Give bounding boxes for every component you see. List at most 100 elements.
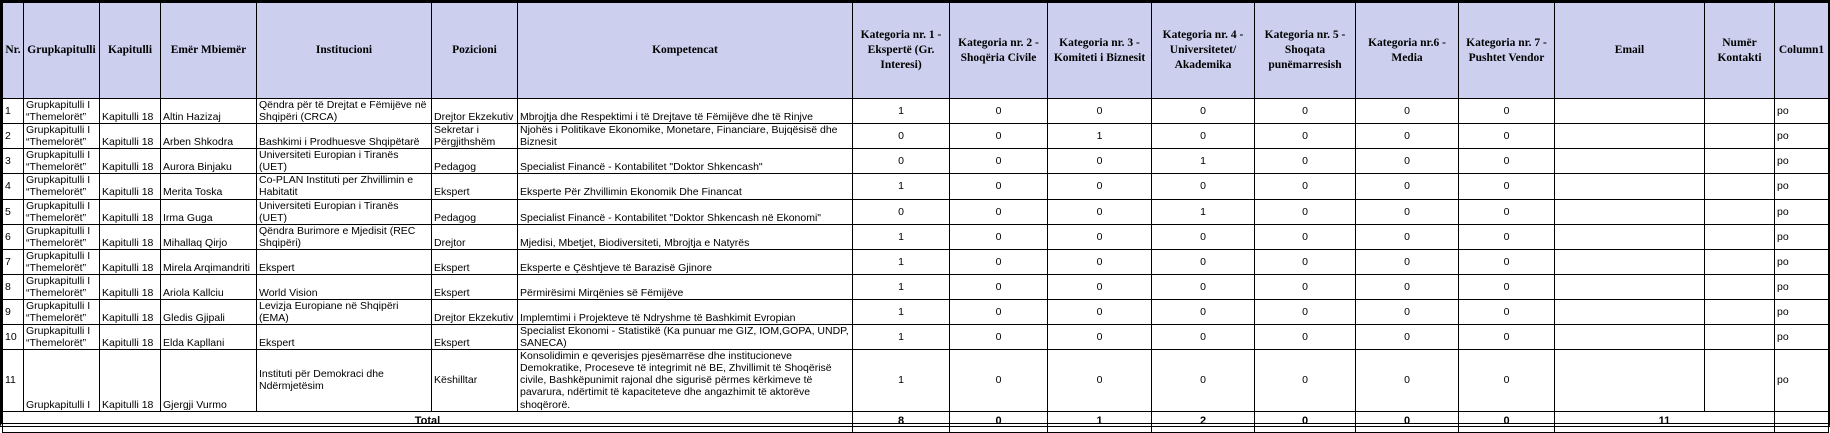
- cell-kapitulli[interactable]: Kapitulli 18: [99, 349, 161, 412]
- cell-institucioni[interactable]: Ekspert: [256, 324, 432, 351]
- cell-institucioni[interactable]: Co-PLAN Instituti per Zhvillimin e Habit…: [256, 173, 432, 200]
- cell-institucioni[interactable]: World Vision: [256, 273, 432, 301]
- cell-pozicioni[interactable]: Drejtor: [431, 223, 518, 250]
- cell-column1[interactable]: po: [1774, 198, 1829, 225]
- cell-kategoria-2[interactable]: 0: [949, 123, 1048, 150]
- header-column1[interactable]: Column1: [1774, 2, 1829, 99]
- cell-column1[interactable]: po: [1774, 273, 1829, 301]
- cell-kompetencat[interactable]: Konsolidimin e qeverisjes pjesëmarrëse d…: [517, 349, 853, 412]
- cell-pozicioni[interactable]: Pedagog: [431, 198, 518, 225]
- cell-institucioni[interactable]: Bashkimi i Prodhuesve Shqipëtarë: [256, 123, 432, 150]
- cell-nr[interactable]: 10: [2, 324, 24, 351]
- cell-kategoria-5[interactable]: 0: [1254, 148, 1356, 175]
- cell-kategoria-7[interactable]: 0: [1458, 248, 1555, 275]
- header-nr[interactable]: Nr.: [2, 2, 24, 99]
- cell-kategoria-6[interactable]: 0: [1355, 248, 1459, 275]
- cell-kategoria-6[interactable]: 0: [1355, 273, 1459, 301]
- cell-emer-mbiemer[interactable]: Mirela Arqimandriti: [160, 248, 257, 275]
- cell-kategoria-7[interactable]: 0: [1458, 349, 1555, 412]
- cell-emer-mbiemer[interactable]: Mihallaq Qirjo: [160, 223, 257, 250]
- cell-kategoria-5[interactable]: 0: [1254, 223, 1356, 250]
- cell-kategoria-2[interactable]: 0: [949, 349, 1048, 412]
- header-email[interactable]: Email: [1554, 2, 1705, 99]
- cell-kategoria-5[interactable]: 0: [1254, 97, 1356, 125]
- header-kategoria-6[interactable]: Kategoria nr.6 - Media: [1355, 2, 1459, 99]
- cell-kategoria-6[interactable]: 0: [1355, 223, 1459, 250]
- cell-kategoria-7[interactable]: 0: [1458, 148, 1555, 175]
- header-pozicioni[interactable]: Pozicioni: [431, 2, 518, 99]
- cell-grupkapitulli[interactable]: Grupkapitulli I “Themelorët”: [23, 148, 100, 175]
- header-kategoria-3[interactable]: Kategoria nr. 3 - Komiteti i Biznesit: [1047, 2, 1152, 99]
- cell-kategoria-2[interactable]: 0: [949, 273, 1048, 301]
- cell-pozicioni[interactable]: Ekspert: [431, 324, 518, 351]
- cell-email[interactable]: [1554, 97, 1705, 125]
- total-column1[interactable]: [1774, 410, 1829, 433]
- cell-kategoria-4[interactable]: 1: [1151, 148, 1255, 175]
- cell-kategoria-2[interactable]: 0: [949, 248, 1048, 275]
- cell-grupkapitulli[interactable]: Grupkapitulli I: [23, 349, 100, 412]
- cell-emer-mbiemer[interactable]: Gledis Gjipali: [160, 298, 257, 326]
- cell-nr[interactable]: 9: [2, 298, 24, 326]
- cell-kapitulli[interactable]: Kapitulli 18: [99, 248, 161, 275]
- cell-emer-mbiemer[interactable]: Merita Toska: [160, 173, 257, 200]
- cell-pozicioni[interactable]: Këshilltar: [431, 349, 518, 412]
- cell-kategoria-4[interactable]: 0: [1151, 298, 1255, 326]
- cell-email[interactable]: [1554, 123, 1705, 150]
- total-kategoria-1[interactable]: 8: [852, 410, 950, 433]
- cell-kategoria-3[interactable]: 0: [1047, 349, 1152, 412]
- cell-kategoria-7[interactable]: 0: [1458, 123, 1555, 150]
- cell-numer-kontakti[interactable]: [1704, 273, 1775, 301]
- cell-kompetencat[interactable]: Eksperte e Çështjeve të Barazisë Gjinore: [517, 248, 853, 275]
- cell-email[interactable]: [1554, 324, 1705, 351]
- cell-kategoria-2[interactable]: 0: [949, 97, 1048, 125]
- cell-institucioni[interactable]: Universiteti Europian i Tiranës (UET): [256, 148, 432, 175]
- total-kategoria-5[interactable]: 0: [1254, 410, 1356, 433]
- cell-kompetencat[interactable]: Mjedisi, Mbetjet, Biodiversiteti, Mbrojt…: [517, 223, 853, 250]
- cell-nr[interactable]: 2: [2, 123, 24, 150]
- cell-kategoria-2[interactable]: 0: [949, 223, 1048, 250]
- cell-numer-kontakti[interactable]: [1704, 324, 1775, 351]
- cell-kategoria-1[interactable]: 1: [852, 298, 950, 326]
- cell-kompetencat[interactable]: Eksperte Për Zhvillimin Ekonomik Dhe Fin…: [517, 173, 853, 200]
- cell-kategoria-6[interactable]: 0: [1355, 97, 1459, 125]
- cell-kategoria-5[interactable]: 0: [1254, 173, 1356, 200]
- cell-column1[interactable]: po: [1774, 248, 1829, 275]
- cell-kategoria-7[interactable]: 0: [1458, 223, 1555, 250]
- cell-kapitulli[interactable]: Kapitulli 18: [99, 324, 161, 351]
- cell-pozicioni[interactable]: Ekspert: [431, 273, 518, 301]
- cell-nr[interactable]: 3: [2, 148, 24, 175]
- cell-kategoria-1[interactable]: 0: [852, 198, 950, 225]
- cell-kategoria-3[interactable]: 0: [1047, 173, 1152, 200]
- header-kapitulli[interactable]: Kapitulli: [99, 2, 161, 99]
- cell-kategoria-2[interactable]: 0: [949, 298, 1048, 326]
- cell-kategoria-6[interactable]: 0: [1355, 123, 1459, 150]
- cell-kategoria-6[interactable]: 0: [1355, 349, 1459, 412]
- cell-kompetencat[interactable]: Specialist Ekonomi - Statistikë (Ka punu…: [517, 324, 853, 351]
- total-kategoria-6[interactable]: 0: [1355, 410, 1459, 433]
- cell-email[interactable]: [1554, 148, 1705, 175]
- cell-institucioni[interactable]: Universiteti Europian i Tiranës (UET): [256, 198, 432, 225]
- cell-kategoria-7[interactable]: 0: [1458, 173, 1555, 200]
- header-kategoria-2[interactable]: Kategoria nr. 2 - Shoqëria Civile: [949, 2, 1048, 99]
- cell-institucioni[interactable]: Ekspert: [256, 248, 432, 275]
- cell-email[interactable]: [1554, 173, 1705, 200]
- cell-kategoria-3[interactable]: 0: [1047, 97, 1152, 125]
- cell-kategoria-1[interactable]: 1: [852, 97, 950, 125]
- cell-numer-kontakti[interactable]: [1704, 97, 1775, 125]
- cell-grupkapitulli[interactable]: Grupkapitulli I “Themelorët”: [23, 298, 100, 326]
- cell-kompetencat[interactable]: Specialist Financë - Kontabilitet "Dokto…: [517, 148, 853, 175]
- cell-kategoria-5[interactable]: 0: [1254, 298, 1356, 326]
- cell-grupkapitulli[interactable]: Grupkapitulli I “Themelorët”: [23, 223, 100, 250]
- cell-kategoria-5[interactable]: 0: [1254, 198, 1356, 225]
- cell-kategoria-6[interactable]: 0: [1355, 198, 1459, 225]
- cell-email[interactable]: [1554, 349, 1705, 412]
- cell-kapitulli[interactable]: Kapitulli 18: [99, 97, 161, 125]
- cell-kategoria-3[interactable]: 0: [1047, 223, 1152, 250]
- cell-email[interactable]: [1554, 223, 1705, 250]
- cell-grupkapitulli[interactable]: Grupkapitulli I “Themelorët”: [23, 198, 100, 225]
- cell-column1[interactable]: po: [1774, 349, 1829, 412]
- cell-kategoria-1[interactable]: 1: [852, 248, 950, 275]
- cell-kategoria-2[interactable]: 0: [949, 198, 1048, 225]
- cell-kategoria-7[interactable]: 0: [1458, 273, 1555, 301]
- cell-kompetencat[interactable]: Njohës i Politikave Ekonomike, Monetare,…: [517, 123, 853, 150]
